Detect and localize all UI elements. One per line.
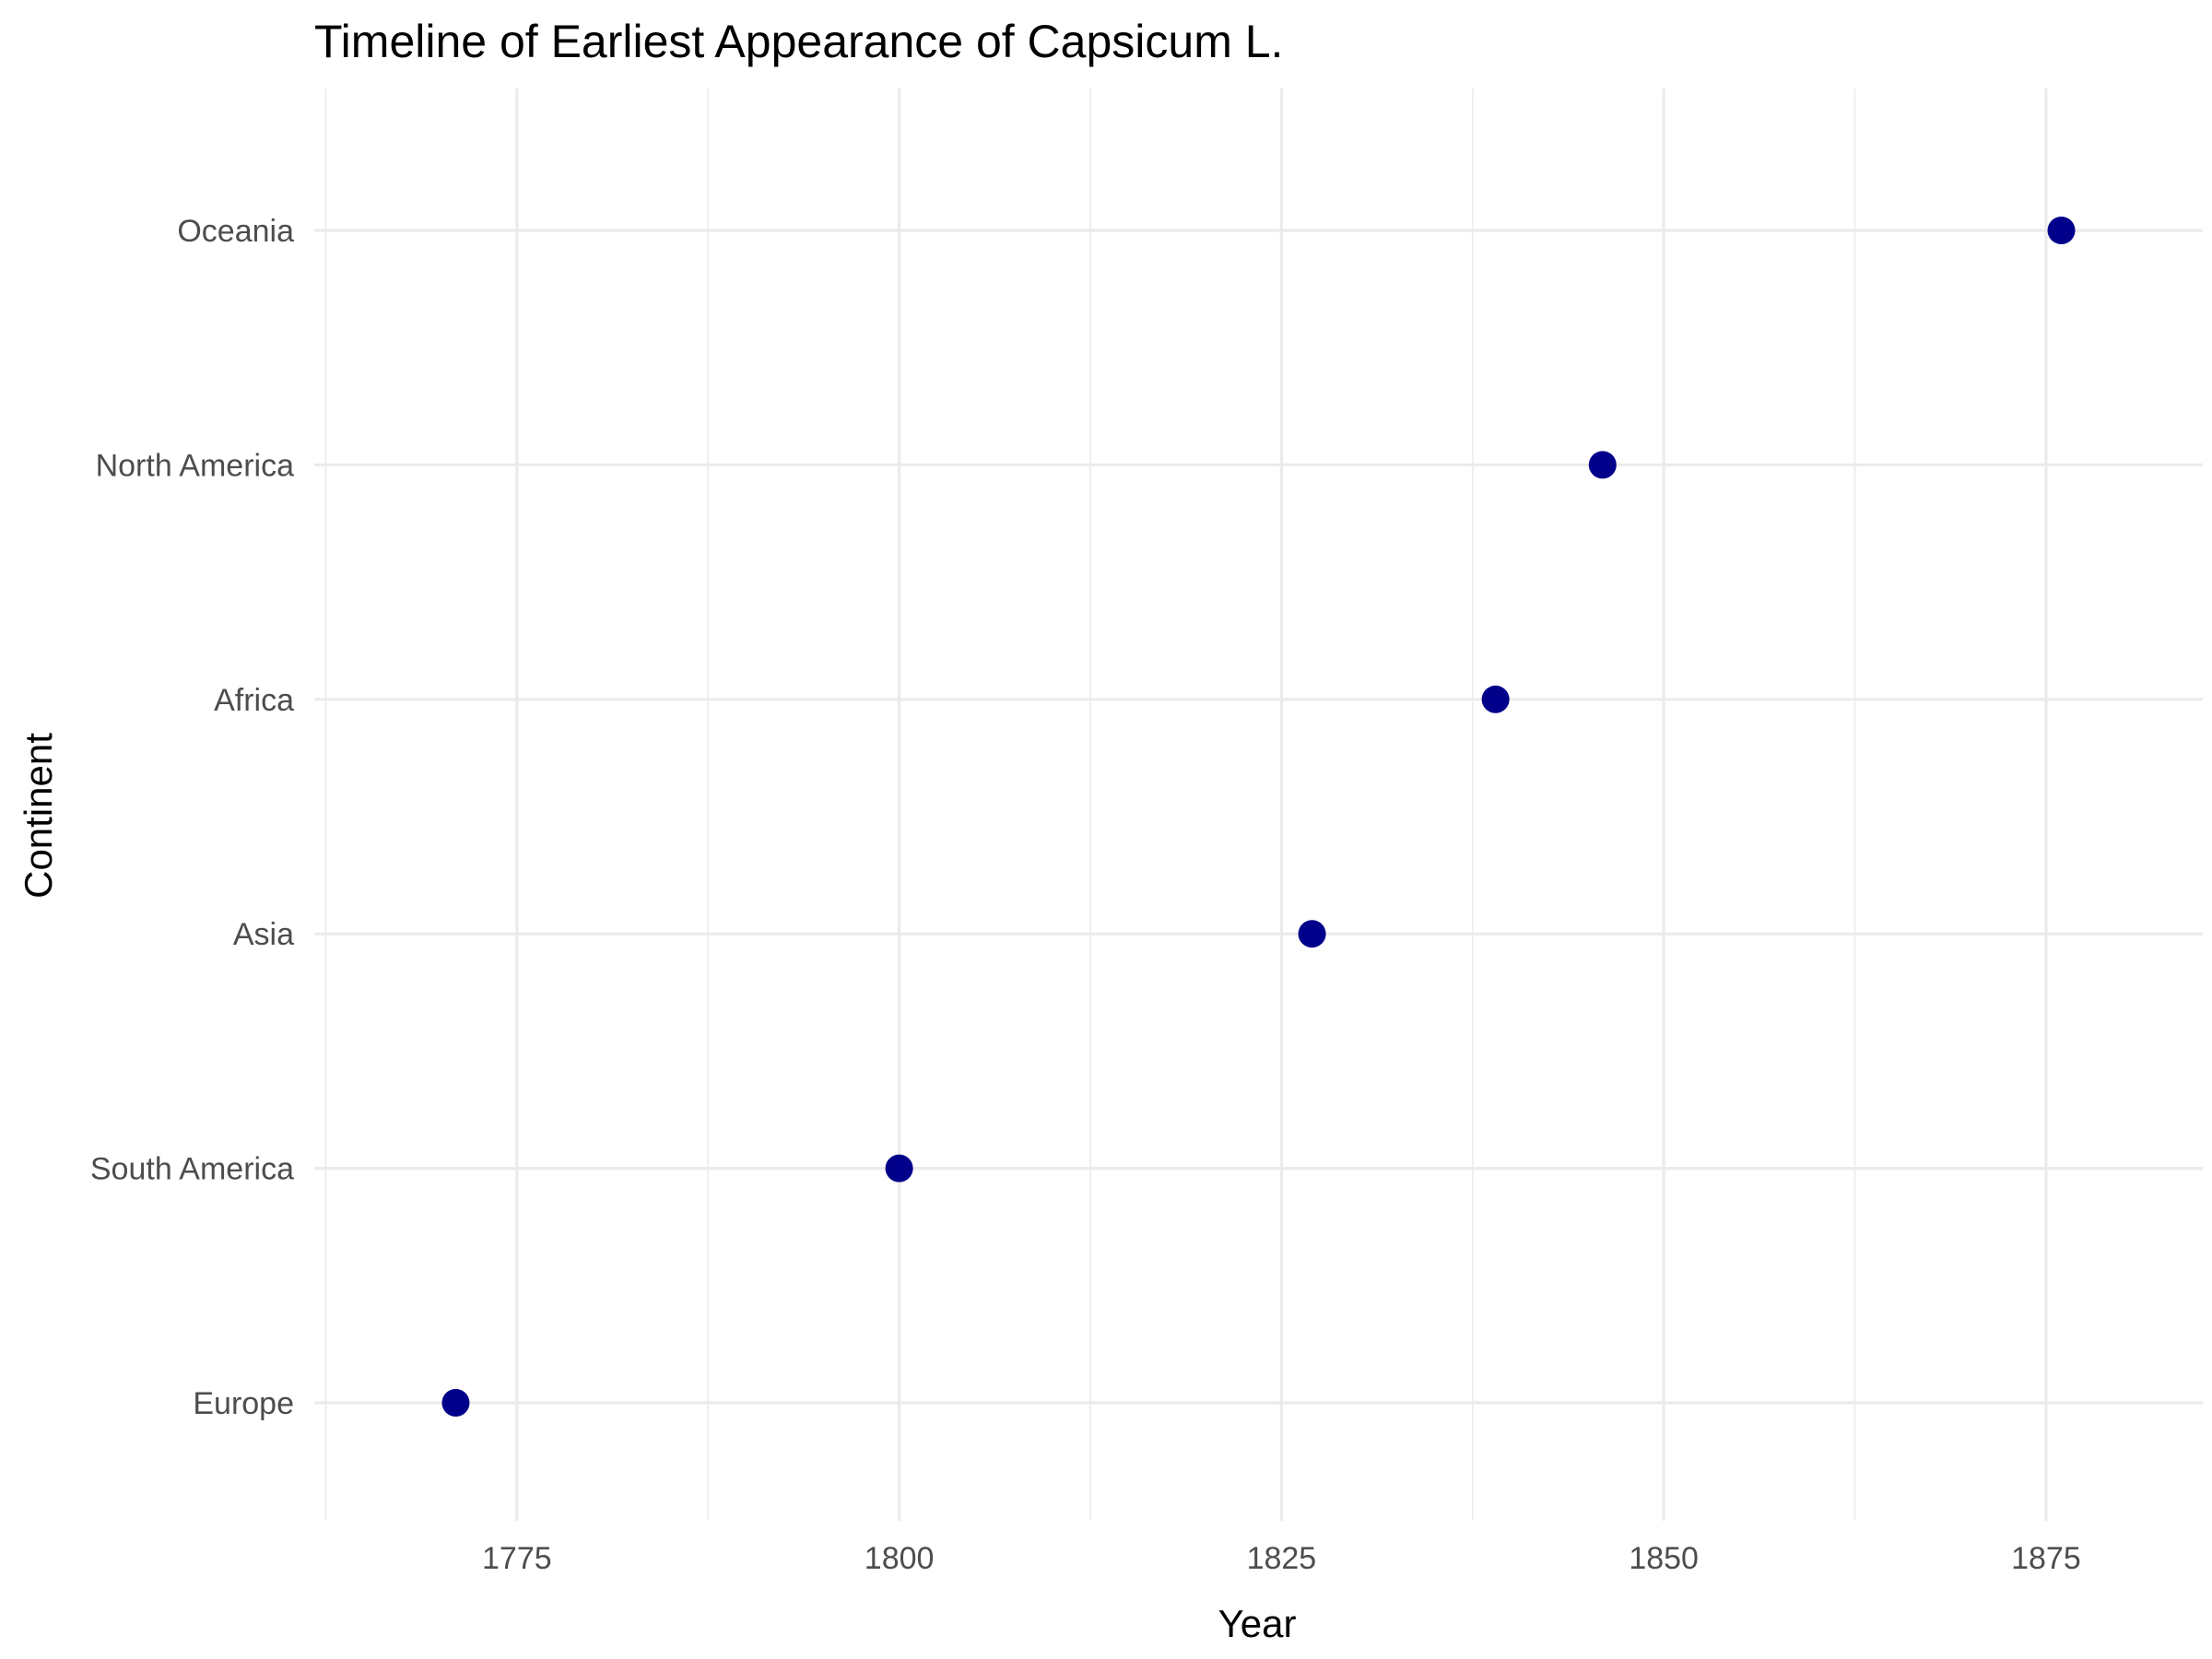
data-point [1588, 451, 1617, 479]
x-axis-title: Year [1218, 1602, 1297, 1645]
x-tick-label: 1775 [482, 1541, 552, 1576]
data-point [885, 1154, 913, 1182]
grid [314, 88, 2203, 1521]
data-point [1298, 920, 1326, 948]
x-tick-label: 1800 [865, 1541, 935, 1576]
y-tick-label: Africa [214, 683, 294, 718]
data-point [1481, 685, 1510, 713]
x-axis-tick-labels: 1775 1800 1825 1850 1875 [482, 1541, 2081, 1576]
x-tick-label: 1850 [1629, 1541, 1699, 1576]
y-tick-label: Oceania [177, 214, 294, 249]
chart-title: Timeline of Earliest Appearance of Capsi… [314, 16, 1283, 67]
y-tick-label: North America [96, 448, 294, 483]
data-point [2047, 217, 2076, 244]
data-points [441, 217, 2076, 1417]
y-tick-label: Asia [233, 917, 294, 952]
y-axis-title: Continent [17, 733, 60, 899]
data-point [441, 1389, 470, 1417]
y-axis-tick-labels: Europe South America Asia Africa North Ameri… [90, 214, 294, 1421]
y-tick-label: Europe [193, 1386, 294, 1421]
y-tick-label: South America [90, 1152, 294, 1187]
x-tick-label: 1825 [1247, 1541, 1317, 1576]
x-tick-label: 1875 [2011, 1541, 2081, 1576]
